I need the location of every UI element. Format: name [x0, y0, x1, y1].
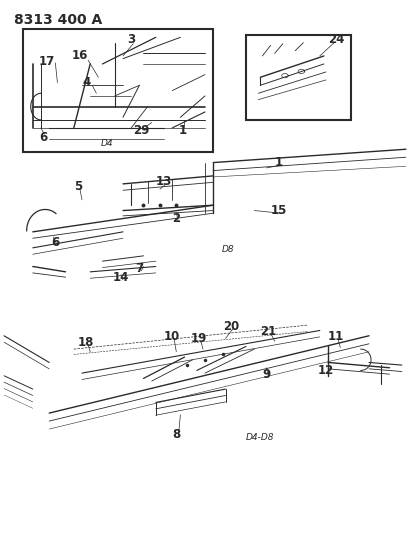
Text: 6: 6 — [39, 131, 47, 144]
Bar — [22, 29, 213, 152]
Text: 14: 14 — [112, 271, 129, 284]
Text: 6: 6 — [51, 236, 59, 249]
Text: 16: 16 — [72, 50, 88, 62]
Bar — [245, 35, 350, 120]
Text: 29: 29 — [133, 124, 149, 137]
Text: 15: 15 — [270, 204, 286, 217]
Text: 5: 5 — [74, 180, 82, 193]
Text: 1: 1 — [178, 124, 186, 137]
Text: 2: 2 — [172, 212, 180, 225]
Text: 20: 20 — [223, 320, 239, 333]
Text: D4-D8: D4-D8 — [245, 433, 274, 442]
Text: 8313 400 A: 8313 400 A — [14, 13, 102, 27]
Text: 18: 18 — [78, 336, 94, 349]
Text: 1: 1 — [274, 156, 282, 169]
Text: 17: 17 — [39, 55, 55, 68]
Text: 3: 3 — [127, 34, 135, 46]
Text: 8: 8 — [172, 428, 180, 441]
Text: 7: 7 — [135, 262, 143, 274]
Text: 19: 19 — [190, 332, 207, 345]
Text: D4: D4 — [100, 139, 113, 148]
Text: 4: 4 — [82, 76, 90, 89]
Text: 12: 12 — [317, 364, 333, 377]
Text: 10: 10 — [164, 330, 180, 343]
Text: D8: D8 — [221, 245, 234, 254]
Text: 24: 24 — [327, 34, 344, 46]
Text: 9: 9 — [262, 368, 270, 381]
Text: 21: 21 — [260, 325, 276, 338]
Text: 13: 13 — [155, 175, 172, 188]
Text: 11: 11 — [327, 330, 344, 343]
